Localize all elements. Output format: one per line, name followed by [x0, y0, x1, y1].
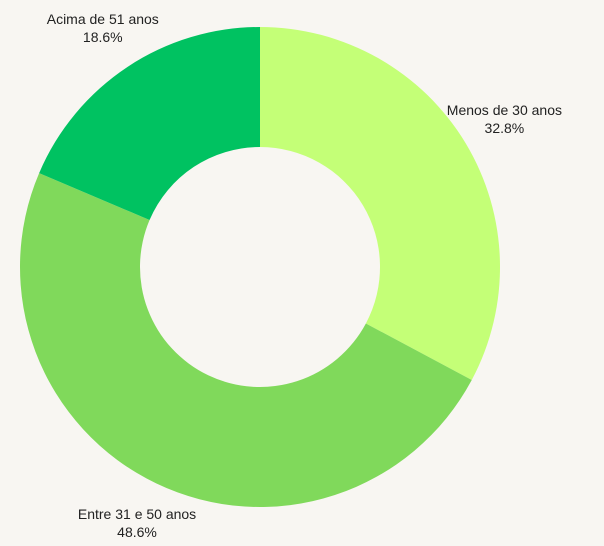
slice-value: 18.6% — [83, 29, 123, 45]
slice-label: Entre 31 e 50 anos — [78, 506, 196, 522]
slice-value: 32.8% — [485, 120, 525, 136]
donut-slice — [19, 173, 472, 508]
donut-slice — [260, 27, 501, 380]
donut-slice — [39, 27, 261, 221]
slice-value: 48.6% — [117, 524, 157, 540]
slice-label: Acima de 51 anos — [47, 11, 159, 27]
slice-label: Menos de 30 anos — [447, 102, 562, 118]
